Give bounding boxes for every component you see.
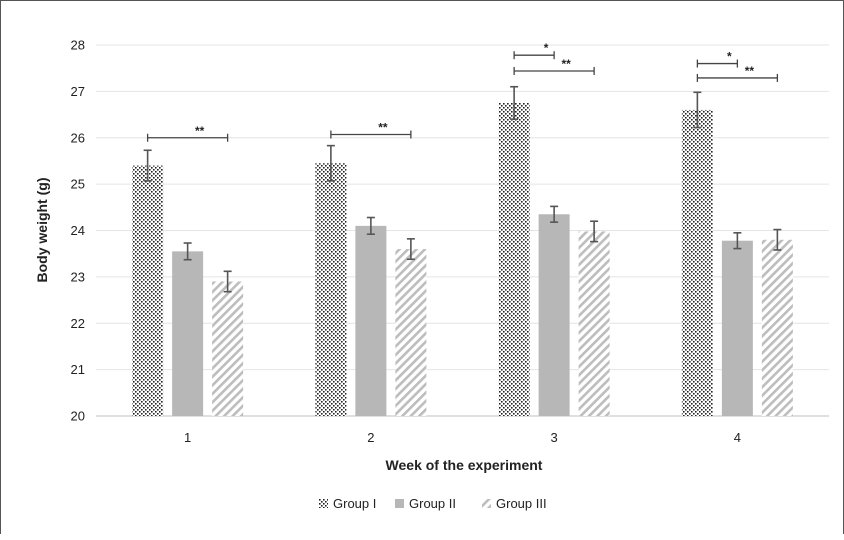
- y-tick-label: 21: [71, 362, 85, 377]
- bar-group-iii: [578, 231, 610, 416]
- x-axis-title: Week of the experiment: [386, 457, 543, 473]
- significance-label: **: [745, 64, 755, 78]
- significance-annotations: ** ********: [146, 41, 779, 142]
- significance-bracket: *: [513, 41, 555, 60]
- significance-bracket: **: [513, 57, 595, 75]
- error-bar: [590, 220, 599, 243]
- legend-swatch: [395, 499, 404, 508]
- significance-label: *: [544, 41, 549, 55]
- error-bar: [773, 228, 782, 251]
- bar-group-ii: [172, 251, 204, 416]
- x-tick-label: 2: [367, 430, 374, 445]
- legend-swatch: [482, 499, 491, 508]
- error-bar: [406, 238, 415, 261]
- y-tick-label: 28: [71, 38, 85, 53]
- legend-swatch: [319, 499, 328, 508]
- error-bar: [733, 232, 742, 250]
- error-bar: [143, 149, 152, 182]
- y-tick-label: 25: [71, 177, 85, 192]
- gridlines: [96, 44, 829, 417]
- significance-bracket: **: [696, 64, 779, 82]
- bar-group-i: [132, 165, 164, 416]
- bars: [132, 102, 793, 417]
- significance-bracket: *: [696, 50, 739, 68]
- error-bar: [366, 216, 375, 236]
- error-bar: [223, 270, 232, 293]
- significance-label: *: [727, 50, 732, 64]
- y-tick-label: 24: [71, 223, 85, 238]
- y-axis-ticks: 20 21 22 23 24 25 26 27 28: [71, 38, 85, 424]
- bar-group-iii: [761, 239, 793, 416]
- error-bar: [693, 91, 702, 129]
- legend-label: Group III: [496, 496, 547, 511]
- error-bar: [550, 205, 559, 223]
- significance-label: **: [561, 57, 571, 71]
- y-axis-title: Body weight (g): [34, 178, 50, 283]
- x-tick-label: 1: [184, 430, 191, 445]
- legend-item: Group III: [482, 496, 547, 511]
- y-tick-label: 26: [71, 130, 85, 145]
- bar-group-iii: [212, 281, 244, 416]
- significance-label: **: [378, 121, 388, 135]
- legend-label: Group I: [333, 496, 376, 511]
- bar-group-ii: [355, 225, 387, 416]
- x-axis-ticks: 1 2 3 4: [184, 430, 741, 445]
- error-bar: [510, 85, 519, 120]
- y-tick-label: 23: [71, 269, 85, 284]
- bar-group-ii: [538, 214, 570, 416]
- significance-bracket: **: [146, 124, 229, 142]
- significance-label: **: [195, 124, 205, 138]
- bar-group-i: [498, 102, 530, 416]
- error-bar: [183, 242, 192, 261]
- bar-group-iii: [395, 249, 427, 416]
- legend-label: Group II: [409, 496, 456, 511]
- y-tick-label: 22: [71, 316, 85, 331]
- legend-item: Group I: [319, 496, 376, 511]
- error-bar: [326, 144, 335, 182]
- legend: Group I Group II Group III: [319, 496, 547, 511]
- bar-group-ii: [721, 240, 753, 416]
- legend-item: Group II: [395, 496, 456, 511]
- bar-group-i: [681, 109, 713, 417]
- significance-bracket: **: [330, 121, 412, 139]
- x-tick-label: 4: [734, 430, 741, 445]
- error-bars: [143, 85, 782, 293]
- y-tick-label: 20: [71, 409, 85, 424]
- bar-group-i: [315, 163, 347, 416]
- y-tick-label: 27: [71, 84, 85, 99]
- x-tick-label: 3: [551, 430, 558, 445]
